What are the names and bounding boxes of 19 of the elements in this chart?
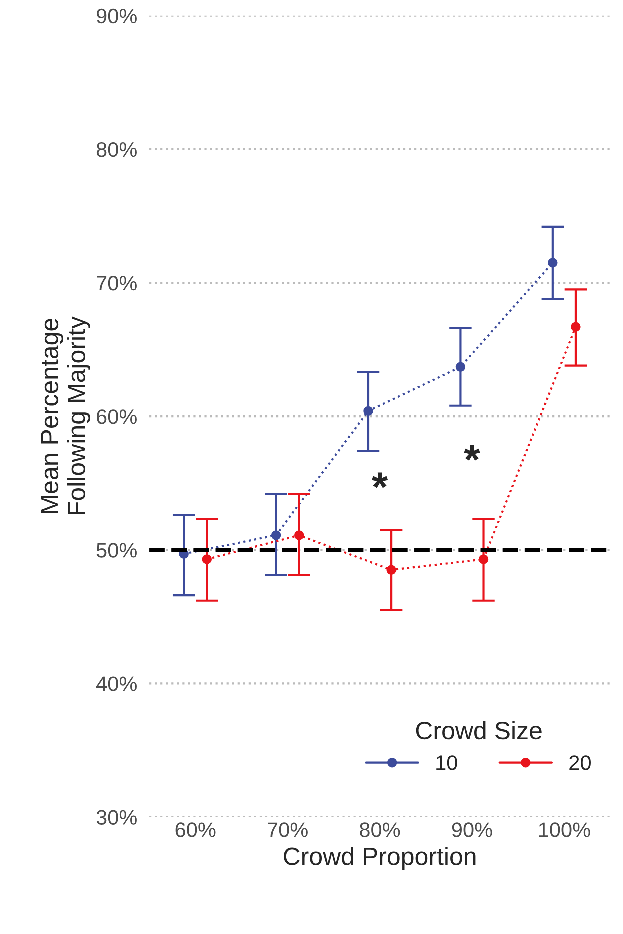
y-tick-label: 40%	[96, 676, 137, 692]
x-tick-label: 80%	[360, 822, 400, 838]
y-tick-label: 30%	[96, 810, 137, 826]
y-axis-title: Mean Percentage Following Majority	[41, 316, 90, 515]
x-axis-title: Crowd Proportion	[284, 847, 476, 870]
legend-title: Crowd Size	[416, 721, 542, 740]
y-tick-label: 70%	[97, 276, 137, 291]
legend-label: 20	[570, 756, 591, 770]
annotation: *	[372, 472, 388, 488]
y-tick-label: 80%	[96, 142, 137, 158]
y-tick-label: 50%	[96, 543, 137, 558]
x-tick-label: 70%	[268, 822, 308, 838]
x-tick-label: 60%	[176, 822, 216, 838]
annotation: *	[464, 445, 480, 461]
x-tick-label: 100%	[539, 822, 590, 838]
x-tick-label: 90%	[452, 822, 492, 838]
y-tick-label: 60%	[97, 410, 137, 424]
y-tick-label: 90%	[96, 8, 137, 24]
legend-label: 10	[436, 756, 458, 770]
